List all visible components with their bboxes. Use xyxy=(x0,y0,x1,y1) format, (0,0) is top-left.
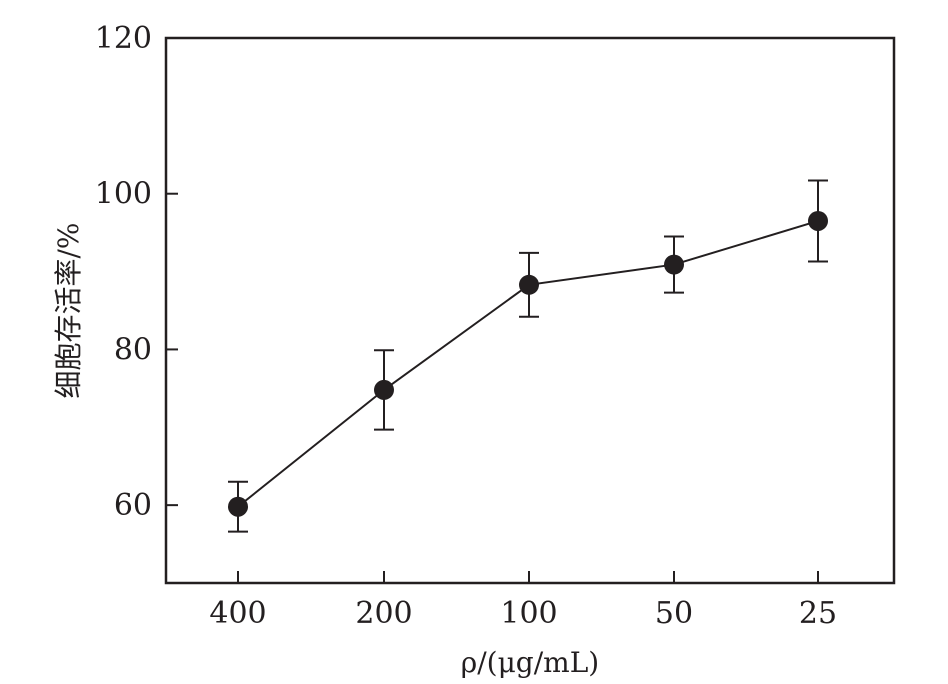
data-point xyxy=(228,496,248,517)
x-tick-label: 200 xyxy=(355,596,412,631)
x-tick-label: 400 xyxy=(209,596,266,631)
y-tick-labels: 60 80 100 120 xyxy=(95,21,152,523)
x-axis-title: ρ/(μg/mL) xyxy=(461,646,599,679)
x-tick-label: 100 xyxy=(500,596,557,631)
data-point xyxy=(664,254,684,275)
data-point xyxy=(374,379,394,400)
x-tick-labels: 400 200 100 50 25 xyxy=(209,596,837,631)
error-bars xyxy=(228,179,828,533)
y-axis-title: 细胞存活率/% xyxy=(52,222,85,398)
y-tick-label: 80 xyxy=(114,332,152,367)
data-point xyxy=(519,274,539,295)
data-markers xyxy=(228,210,828,517)
x-tick-label: 25 xyxy=(799,596,837,631)
y-tick-label: 100 xyxy=(95,177,152,212)
y-tick-label: 120 xyxy=(95,21,152,56)
data-point xyxy=(808,210,828,231)
plot-frame xyxy=(164,36,896,585)
x-tick-label: 50 xyxy=(655,596,693,631)
y-tick-label: 60 xyxy=(114,488,152,523)
